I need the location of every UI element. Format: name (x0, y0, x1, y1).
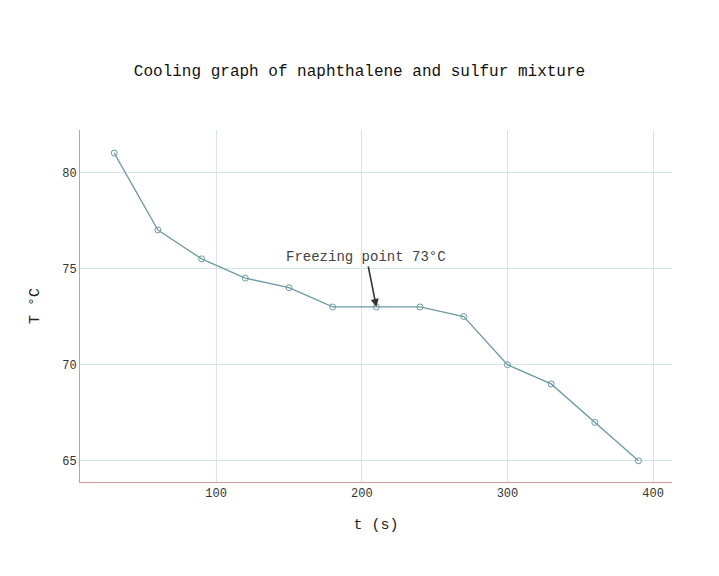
svg-text:100: 100 (205, 487, 227, 501)
svg-text:Cooling graph of naphthalene a: Cooling graph of naphthalene and sulfur … (134, 63, 585, 81)
svg-text:400: 400 (642, 487, 664, 501)
svg-text:70: 70 (62, 359, 76, 373)
svg-text:300: 300 (497, 487, 519, 501)
svg-text:75: 75 (62, 263, 76, 277)
svg-text:200: 200 (351, 487, 373, 501)
svg-text:t (s): t (s) (353, 517, 398, 534)
svg-text:Freezing point 73°C: Freezing point 73°C (286, 249, 446, 265)
svg-text:80: 80 (62, 167, 76, 181)
svg-text:T °C: T °C (27, 288, 44, 324)
svg-text:65: 65 (62, 455, 76, 469)
